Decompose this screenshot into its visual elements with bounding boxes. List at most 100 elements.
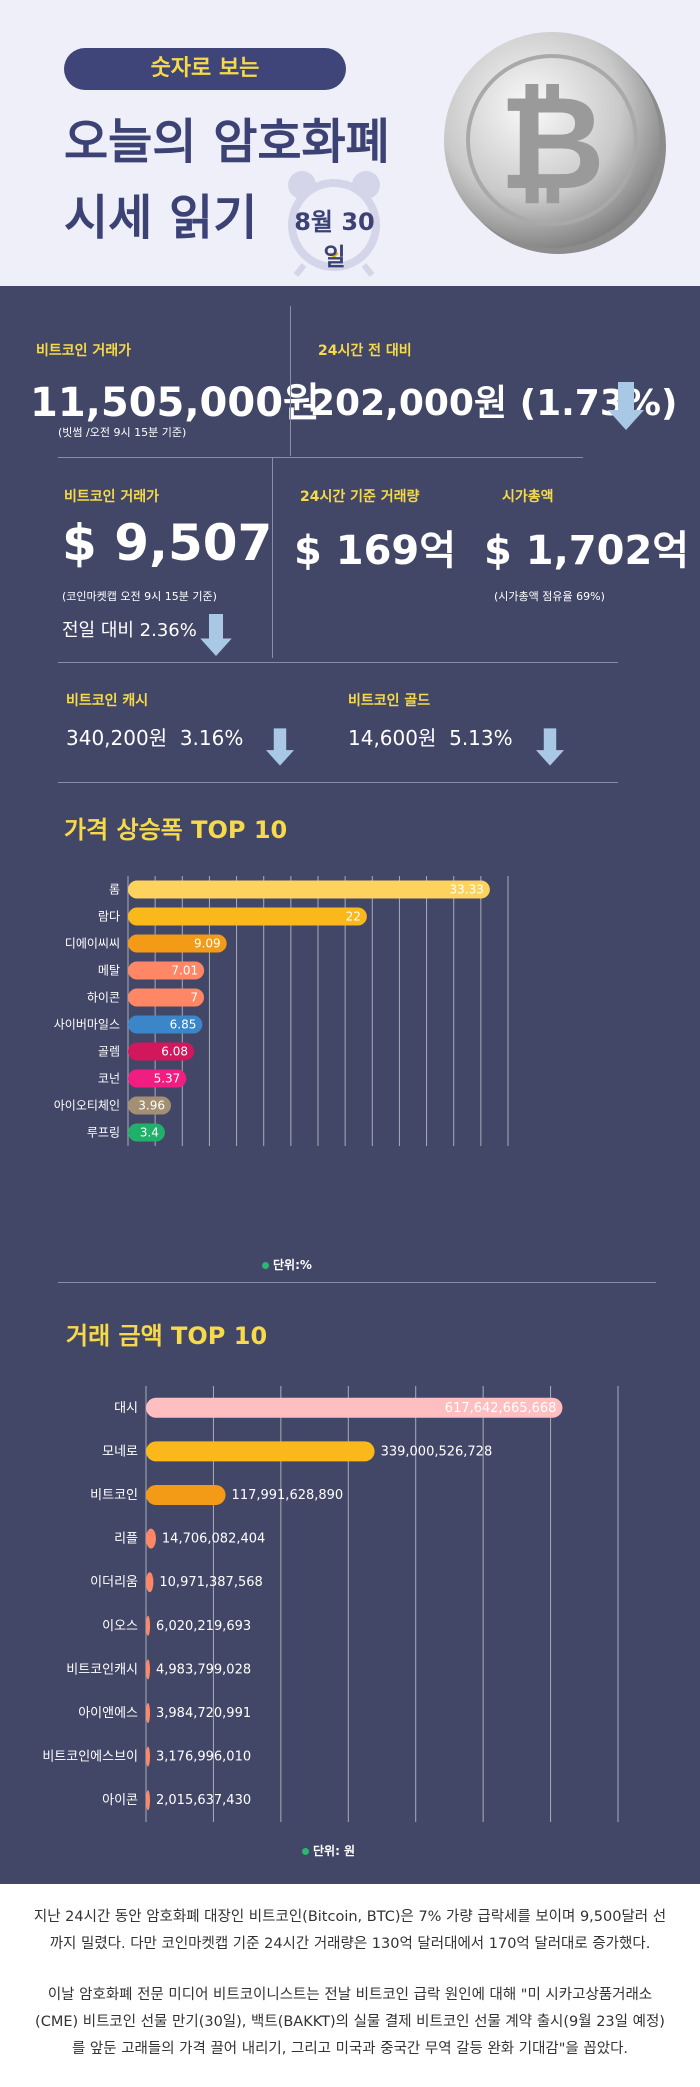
data-label: 6.85	[170, 1018, 197, 1032]
data-label: 9.09	[194, 937, 221, 951]
category-label: 모네로	[102, 1444, 138, 1459]
gain-bar-chart: 롬 33.33 람다 22 디에이씨씨 9.09 메탈 7.01 하이콘 7 사이버마일스 6.85 골…	[54, 876, 509, 1146]
alarm-clock-icon	[288, 171, 380, 277]
bar	[128, 961, 205, 980]
bar	[146, 1485, 226, 1505]
category-label: 이더리움	[90, 1575, 138, 1590]
chart2-unit: 단위: 원	[302, 1842, 355, 1859]
usd-price-value: $ 9,507	[62, 514, 273, 572]
header-banner: 숫자로 보는 오늘의 암호화폐 시세 읽기 8월 30일 ₿	[0, 0, 700, 286]
data-label: 14,706,082,404	[162, 1532, 265, 1547]
category-label: 리플	[114, 1532, 138, 1547]
btg-label: 비트코인 골드	[348, 693, 431, 709]
bar	[146, 1790, 150, 1811]
usd-price-note: (코인마켓캡 오전 9시 15분 기준)	[62, 590, 217, 603]
data-label: 7	[190, 991, 198, 1005]
category-label: 대시	[114, 1401, 138, 1416]
bar	[128, 1015, 203, 1034]
data-label: 4,983,799,028	[156, 1662, 251, 1677]
category-label: 코넌	[98, 1072, 120, 1086]
divider	[58, 662, 618, 663]
category-label: 람다	[98, 910, 120, 924]
category-label: 이오스	[102, 1619, 138, 1634]
chart1-unit-text: 단위:%	[273, 1258, 312, 1272]
bar	[146, 1572, 154, 1593]
mcap-label: 시가총액	[502, 489, 554, 505]
category-label: 루프링	[87, 1126, 120, 1140]
page-title-line2: 시세 읽기	[64, 190, 258, 246]
bar	[146, 1746, 150, 1767]
volume-bar-chart: 대시 617,642,665,668 모네로 339,000,526,728 비트코인 1…	[42, 1386, 619, 1822]
data-label: 6,020,219,693	[156, 1619, 251, 1634]
category-label: 아이앤에스	[78, 1706, 138, 1721]
bch-label: 비트코인 캐시	[66, 693, 149, 709]
data-label: 3,984,720,991	[156, 1706, 251, 1721]
down-arrow-icon	[608, 382, 644, 430]
svg-text:₿: ₿	[499, 67, 605, 219]
data-label: 617,642,665,668	[445, 1401, 557, 1416]
bar	[146, 1659, 150, 1680]
data-label: 6.08	[161, 1045, 188, 1059]
bar	[128, 880, 490, 899]
bar	[128, 934, 227, 953]
bar	[128, 1042, 195, 1061]
category-label: 롬	[109, 883, 120, 897]
chart1-title: 가격 상승폭 TOP 10	[64, 816, 288, 844]
krw-price-label: 비트코인 거래가	[36, 343, 132, 359]
data-label: 22	[346, 910, 361, 924]
bar	[128, 907, 367, 926]
category-label: 비트코인	[90, 1488, 138, 1503]
category-label: 디에이씨씨	[65, 937, 120, 951]
volume-label: 24시간 기준 거래량	[300, 489, 420, 505]
bar	[146, 1528, 156, 1549]
data-label: 5.37	[154, 1072, 181, 1086]
bitcoin-coin-icon: ₿	[444, 32, 666, 254]
category-label: 아이오티체인	[54, 1099, 120, 1113]
divider	[58, 1282, 656, 1283]
bar	[128, 988, 204, 1007]
bar	[128, 1096, 171, 1115]
header-pill: 숫자로 보는	[64, 48, 346, 90]
article-paragraph-2: 이날 암호화폐 전문 미디어 비트코이니스트는 전날 비트코인 급락 원인에 대…	[35, 1987, 665, 2057]
page-title-line1: 오늘의 암호화폐	[64, 114, 390, 170]
category-label: 메탈	[98, 964, 120, 978]
mcap-note: (시가총액 점유율 69%)	[494, 590, 605, 603]
category-label: 비트코인캐시	[66, 1662, 138, 1677]
data-label: 10,971,387,568	[159, 1575, 262, 1590]
stats-panel: 비트코인 거래가 11,505,000원 (빗썸 /오전 9시 15분 기준) …	[0, 286, 700, 1884]
krw-price-note: (빗썸 /오전 9시 15분 기준)	[58, 426, 187, 439]
chart2-unit-text: 단위: 원	[313, 1844, 356, 1858]
data-label: 2,015,637,430	[156, 1793, 251, 1808]
down-arrow-icon	[536, 728, 564, 766]
volume-value: $ 169억	[294, 528, 457, 574]
date-label: 8월 30일	[294, 208, 375, 271]
category-label: 아이콘	[102, 1793, 138, 1808]
data-label: 3,176,996,010	[156, 1750, 251, 1765]
bch-value: 340,200원 3.16%	[66, 726, 244, 750]
chart2-title: 거래 금액 TOP 10	[66, 1322, 268, 1350]
down-arrow-icon	[266, 728, 294, 766]
change-label: 24시간 전 대비	[318, 343, 412, 359]
data-label: 117,991,628,890	[232, 1488, 344, 1503]
category-label: 비트코인에스브이	[42, 1750, 138, 1765]
data-label: 7.01	[171, 964, 198, 978]
divider	[58, 782, 618, 783]
category-label: 골렘	[98, 1045, 120, 1059]
mcap-value: $ 1,702억	[484, 528, 690, 574]
data-label: 339,000,526,728	[381, 1444, 493, 1459]
article-text: 지난 24시간 동안 암호화폐 대장인 비트코인(Bitcoin, BTC)은 …	[0, 1884, 700, 2087]
legend-dot	[262, 1262, 269, 1269]
btg-value: 14,600원 5.13%	[348, 726, 513, 750]
article-paragraph-1: 지난 24시간 동안 암호화폐 대장인 비트코인(Bitcoin, BTC)은 …	[33, 1909, 667, 1952]
category-label: 하이콘	[87, 991, 120, 1005]
usd-price-label: 비트코인 거래가	[64, 489, 160, 505]
bar	[146, 1615, 151, 1636]
daily-change: 전일 대비 2.36%	[62, 620, 197, 641]
bar	[128, 1069, 187, 1088]
down-arrow-icon	[200, 614, 232, 656]
bar	[146, 1397, 563, 1418]
data-label: 3.96	[138, 1099, 165, 1113]
data-label: 3.4	[140, 1126, 159, 1140]
divider	[272, 458, 273, 658]
data-label: 33.33	[450, 883, 484, 897]
